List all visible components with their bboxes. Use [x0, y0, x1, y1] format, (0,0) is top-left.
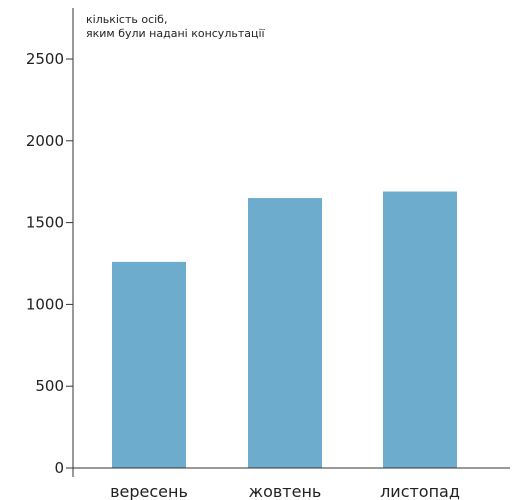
- bar-жовтень: [248, 198, 322, 468]
- bar-вересень: [112, 261, 186, 468]
- x-tick-label: жовтень: [249, 482, 322, 500]
- y-tick-label-1000: 1000: [26, 295, 64, 313]
- x-axis-labels: вересень жовтень листопад: [110, 482, 460, 500]
- y-axis-title: кількість осіб,яким були надані консульт…: [86, 13, 266, 40]
- y-tick-label-2000: 2000: [26, 132, 64, 150]
- x-tick-label: вересень: [110, 482, 188, 500]
- bars: [112, 191, 457, 469]
- y-axis-title-line-1: кількість осіб,: [86, 13, 167, 26]
- y-tick-label-0: 0: [54, 459, 64, 477]
- x-tick-label: листопад: [380, 482, 460, 500]
- bar-листопад: [383, 191, 457, 469]
- y-axis-title-line-2: яким були надані консультації: [86, 27, 266, 40]
- y-tick-label-1500: 1500: [26, 214, 64, 232]
- y-tick-label-2500: 2500: [26, 50, 64, 68]
- y-tick-label-500: 500: [35, 377, 64, 395]
- y-axis-ticks: 0 500 1000 1500 2000 2500: [26, 50, 73, 477]
